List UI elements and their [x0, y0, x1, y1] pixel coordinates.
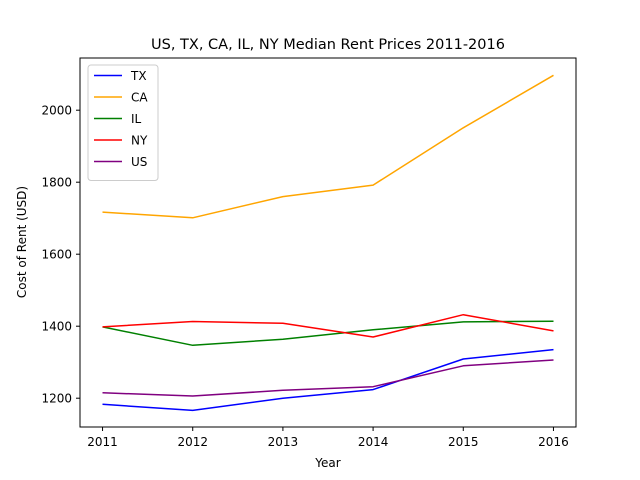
plot-frame [79, 57, 577, 428]
legend-label-il: IL [131, 112, 142, 126]
series-line-ca [102, 74, 554, 219]
chart-title: US, TX, CA, IL, NY Median Rent Prices 20… [151, 37, 505, 53]
y-tick-label: 1600 [41, 248, 72, 262]
x-tick-label: 2012 [177, 435, 208, 449]
series-line-ny [102, 313, 554, 338]
series-line-us [102, 359, 554, 397]
legend-label-us: US [131, 155, 147, 169]
legend-label-ca: CA [131, 91, 148, 105]
series-layer [102, 74, 554, 412]
y-axis: 1200 1400 1600 1800 2000 [41, 104, 80, 406]
legend-label-tx: TX [130, 69, 147, 83]
x-tick-label: 2011 [87, 435, 118, 449]
x-tick-label: 2014 [358, 435, 389, 449]
y-tick-label: 2000 [41, 104, 72, 118]
y-tick-label: 1800 [41, 176, 72, 190]
series-line-tx [102, 348, 554, 412]
y-tick-label: 1400 [41, 320, 72, 334]
series-line-il [102, 320, 554, 347]
x-tick-label: 2013 [268, 435, 299, 449]
y-tick-label: 1200 [41, 392, 72, 406]
x-tick-label: 2015 [448, 435, 479, 449]
legend-box [87, 64, 159, 181]
x-axis-label: Year [314, 456, 340, 470]
x-tick-label: 2016 [538, 435, 569, 449]
legend: TX CA IL NY US [87, 64, 159, 181]
x-axis: 2011 2012 2013 2014 2015 2016 [87, 427, 569, 449]
y-axis-label: Cost of Rent (USD) [15, 186, 29, 298]
legend-label-ny: NY [131, 134, 148, 148]
